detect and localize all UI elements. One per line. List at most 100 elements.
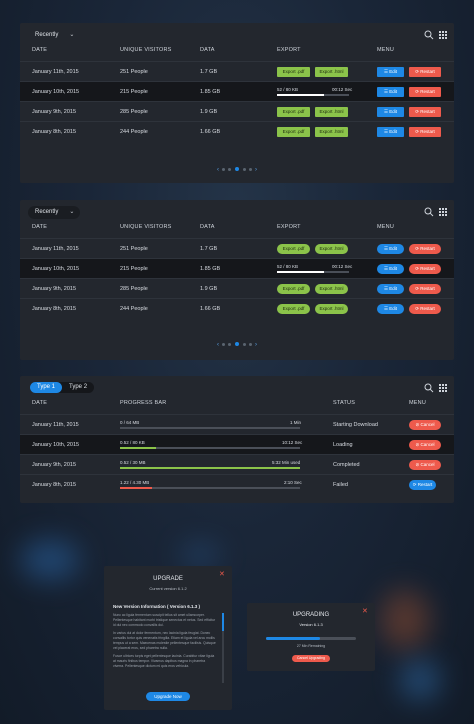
- export-pdf-button[interactable]: Export .pdf: [277, 304, 310, 314]
- progress-time: 00:12 Sec: [332, 87, 353, 92]
- tab-type-1[interactable]: Type 1: [30, 382, 63, 393]
- restart-button[interactable]: ⟳ Restart: [409, 304, 441, 314]
- page-dot[interactable]: [242, 167, 246, 171]
- page-dot-active[interactable]: [235, 342, 239, 347]
- cancel-button[interactable]: ⊘ Cancel: [409, 460, 441, 470]
- export-html-button[interactable]: Export .html: [315, 304, 348, 314]
- prev-page-icon[interactable]: ‹: [216, 167, 219, 173]
- export-pdf-button[interactable]: Export .pdf: [277, 244, 310, 254]
- search-icon[interactable]: [424, 30, 434, 40]
- edit-button[interactable]: ☰ Edit: [377, 284, 404, 294]
- page-dot[interactable]: [221, 167, 225, 171]
- col-export: EXPORT: [277, 47, 301, 53]
- restart-label: Restart: [420, 109, 435, 114]
- export-pdf-button[interactable]: Export .pdf: [277, 284, 310, 294]
- edit-label: Edit: [389, 89, 398, 94]
- export-html-button[interactable]: Export .html: [315, 284, 348, 294]
- col-date: DATE: [32, 47, 48, 53]
- grid-menu-icon[interactable]: [438, 383, 448, 393]
- edit-button[interactable]: ☰ Edit: [377, 304, 404, 314]
- edit-label: Edit: [389, 246, 398, 251]
- pagination: ‹ ›: [20, 342, 454, 352]
- export-pdf-button[interactable]: Export .pdf: [277, 67, 310, 77]
- modal-title: UPGRADE: [153, 576, 183, 582]
- chevron-down-icon: ⌄: [69, 32, 75, 38]
- edit-button[interactable]: ☰ Edit: [377, 244, 404, 254]
- edit-button[interactable]: ☰ Edit: [377, 127, 404, 137]
- search-icon[interactable]: [424, 383, 434, 393]
- restart-button[interactable]: ⟳ Restart: [409, 480, 436, 490]
- prev-page-icon[interactable]: ‹: [216, 342, 219, 348]
- cancel-button[interactable]: ⊘ Cancel: [409, 440, 441, 450]
- progress-size: 0.52 / 80 KB: [120, 440, 145, 445]
- grid-menu-icon[interactable]: [438, 207, 448, 217]
- table-row: January 11th, 2015 0 / 64 MB 1 Min Start…: [20, 414, 454, 434]
- tab-type-2[interactable]: Type 2: [69, 384, 88, 390]
- page-dot[interactable]: [242, 342, 246, 346]
- next-page-icon[interactable]: ›: [255, 167, 258, 173]
- cancel-upgrading-button[interactable]: Cancel Upgrading: [292, 655, 330, 662]
- upgrade-now-button[interactable]: Upgrade Now: [146, 692, 190, 701]
- table-row: January 8th, 2015 244 People 1.66 GB Exp…: [20, 298, 454, 318]
- row-date: January 11th, 2015: [32, 69, 79, 75]
- page-dot[interactable]: [249, 167, 253, 171]
- col-progress: PROGRESS BAR: [120, 400, 167, 406]
- restart-button[interactable]: ⟳ Restart: [409, 87, 441, 97]
- restart-label: Restart: [420, 129, 435, 134]
- progress-bar: [120, 427, 300, 429]
- close-icon[interactable]: ✕: [362, 608, 368, 615]
- edit-button[interactable]: ☰ Edit: [377, 107, 404, 117]
- download-panel: Type 1 Type 2 DATE PROGRESS BAR STATUS ME…: [20, 376, 454, 503]
- restart-button[interactable]: ⟳ Restart: [409, 264, 441, 274]
- restart-label: Restart: [420, 266, 435, 271]
- page-dot[interactable]: [249, 342, 253, 346]
- dropdown-label: Recently: [35, 209, 59, 215]
- changelog-paragraph: Nunc ac ligula fermentum suscipit tellus…: [113, 613, 216, 627]
- close-icon[interactable]: ✕: [219, 571, 225, 578]
- export-html-button[interactable]: Export .html: [315, 244, 348, 254]
- restart-button[interactable]: ⟳ Restart: [409, 127, 441, 137]
- export-pdf-button[interactable]: Export .pdf: [277, 107, 310, 117]
- row-visitors: 244 People: [120, 129, 148, 135]
- progress-size: 1.22 / 4.30 MB: [120, 480, 150, 485]
- page-dot[interactable]: [228, 167, 232, 171]
- row-date: January 11th, 2015: [32, 422, 79, 428]
- export-html-button[interactable]: Export .html: [315, 127, 348, 137]
- restart-button[interactable]: ⟳ Restart: [409, 244, 441, 254]
- restart-button[interactable]: ⟳ Restart: [409, 107, 441, 117]
- sort-dropdown[interactable]: Recently ⌄: [28, 29, 80, 42]
- table-header: DATE UNIQUE VISITORS DATA EXPORT MENU: [20, 224, 454, 238]
- cancel-button[interactable]: ⊘ Cancel: [409, 420, 441, 430]
- changelog-paragraph: In varius dui at dolor fermentum, nec la…: [113, 631, 216, 650]
- table-row: January 10th, 2015 215 People 1.85 GB 52…: [20, 81, 454, 101]
- page-dot[interactable]: [221, 342, 225, 346]
- scrollbar[interactable]: [222, 613, 224, 683]
- export-pdf-button[interactable]: Export .pdf: [277, 127, 310, 137]
- sort-dropdown[interactable]: Recently ⌄: [28, 206, 81, 219]
- progress-time: 5:32 Min used: [272, 460, 301, 465]
- table-panel-2: Recently ⌄ DATE UNIQUE VISITORS DATA EXP…: [20, 200, 454, 360]
- page-dot[interactable]: [228, 342, 232, 346]
- restart-button[interactable]: ⟳ Restart: [409, 67, 441, 77]
- action-label: Cancel: [420, 442, 435, 447]
- edit-button[interactable]: ☰ Edit: [377, 87, 404, 97]
- restart-button[interactable]: ⟳ Restart: [409, 284, 441, 294]
- edit-button[interactable]: ☰ Edit: [377, 67, 404, 77]
- page-dot-active[interactable]: [235, 167, 239, 172]
- grid-menu-icon[interactable]: [438, 30, 448, 40]
- edit-button[interactable]: ☰ Edit: [377, 264, 404, 274]
- export-html-button[interactable]: Export .html: [315, 107, 348, 117]
- restart-label: Restart: [420, 306, 435, 311]
- col-status: STATUS: [333, 400, 356, 406]
- row-date: January 8th, 2015: [32, 306, 77, 312]
- row-date: January 10th, 2015: [32, 266, 80, 272]
- modal-title: UPGRADING: [292, 612, 330, 618]
- next-page-icon[interactable]: ›: [255, 342, 258, 348]
- time-remaining: 27 Min Remaining: [296, 644, 326, 648]
- row-date: January 8th, 2015: [32, 129, 77, 135]
- export-html-button[interactable]: Export .html: [315, 67, 348, 77]
- row-date: January 11th, 2015: [32, 246, 79, 252]
- scrollbar-thumb[interactable]: [222, 613, 224, 631]
- restart-label: Restart: [420, 69, 435, 74]
- search-icon[interactable]: [424, 207, 434, 217]
